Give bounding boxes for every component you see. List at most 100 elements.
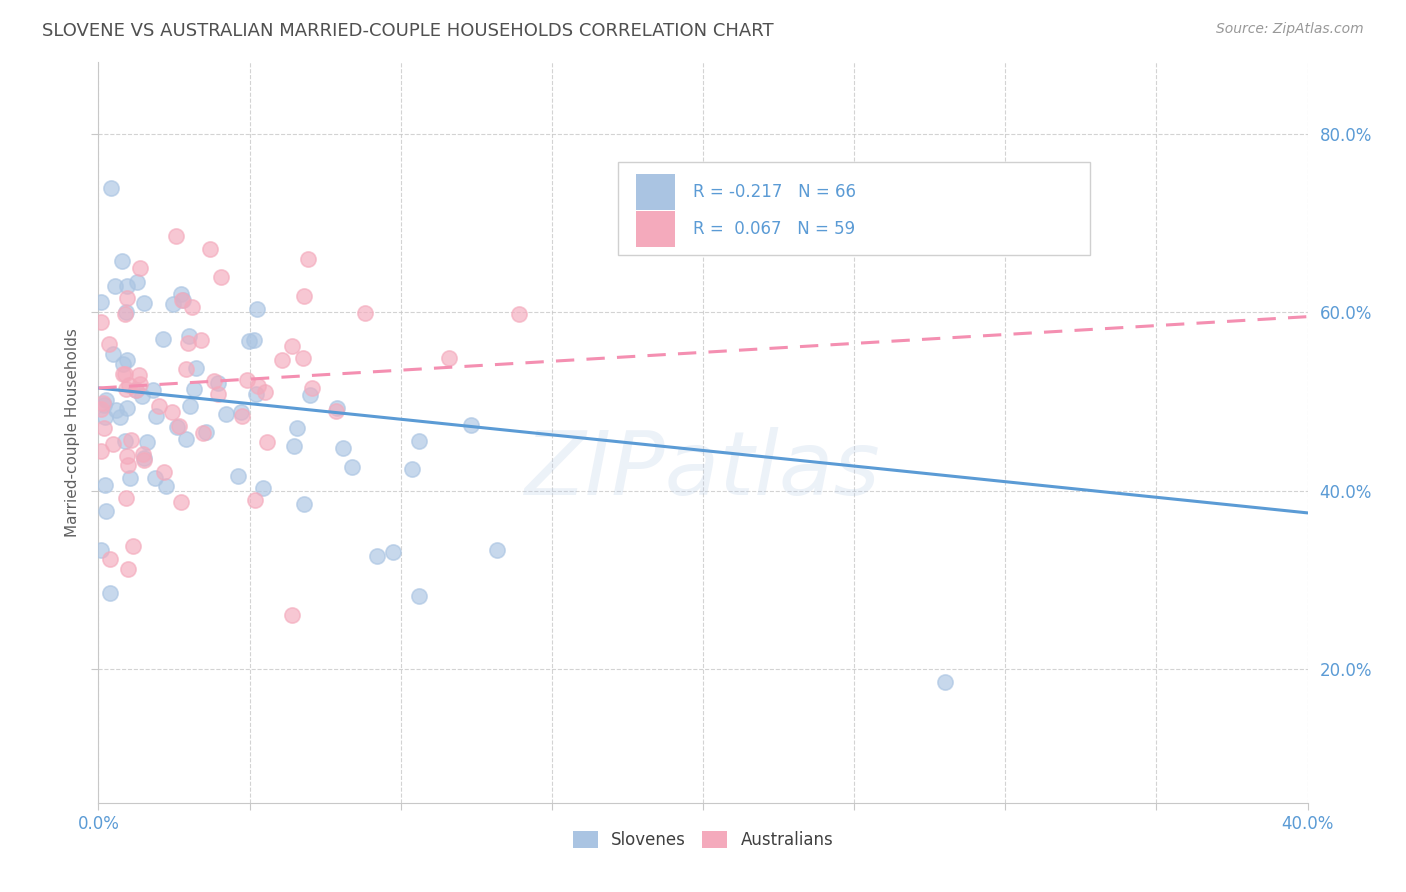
Point [94,409,117,424]
Point [145,471,167,485]
Point [128,368,150,382]
Point [111,254,134,268]
Text: R =  0.067   N = 59: R = 0.067 N = 59 [693,220,855,238]
Point [292,497,315,511]
Point [256,435,278,450]
Point [155,479,177,493]
Point [115,382,138,396]
Point [115,449,138,463]
Point [118,378,141,392]
Legend: Slovenes, Australians: Slovenes, Australians [564,822,842,857]
Point [117,352,139,367]
Point [101,347,124,361]
Point [128,377,150,392]
Point [354,305,377,319]
Point [125,383,148,397]
Point [325,404,347,418]
Point [165,228,187,243]
Point [160,405,183,419]
Point [231,409,253,423]
Point [125,384,148,398]
Point [114,307,136,321]
Point [207,376,229,390]
Text: Source: ZipAtlas.com: Source: ZipAtlas.com [1216,22,1364,37]
Point [167,419,190,434]
Point [117,458,139,472]
Point [101,437,124,451]
Point [183,382,205,396]
Point [508,306,530,320]
Point [229,405,252,419]
Point [184,360,207,375]
Point [117,561,139,575]
Point [172,293,194,308]
Point [112,367,135,381]
Point [177,336,200,351]
Point [115,491,138,505]
Point [194,425,217,440]
Point [93,396,115,410]
FancyBboxPatch shape [637,211,675,247]
Point [142,383,165,397]
Point [301,381,323,395]
Point [93,399,115,413]
Point [180,301,202,315]
Point [134,450,156,465]
Point [271,352,294,367]
Point [114,368,136,382]
Point [100,181,122,195]
Point [145,409,167,424]
Point [209,270,232,285]
Point [401,462,423,476]
Point [131,389,153,403]
Point [172,293,194,307]
Point [408,434,430,448]
Point [280,339,302,353]
Point [108,409,131,424]
Point [332,442,354,456]
Point [238,334,260,349]
Point [215,407,238,421]
Point [460,418,482,433]
Point [115,279,138,293]
Point [190,333,212,347]
Point [326,401,349,415]
Point [198,242,221,256]
Point [117,401,139,415]
Point [93,420,115,434]
Point [254,384,277,399]
Point [134,296,156,310]
Point [148,400,170,414]
Point [132,447,155,461]
Point [98,551,121,566]
Point [94,478,117,492]
Point [235,373,257,387]
Point [366,549,388,564]
Point [202,375,225,389]
Point [111,357,134,371]
Point [153,465,176,479]
Point [104,279,127,293]
Point [340,459,363,474]
Point [207,387,229,401]
Y-axis label: Married-couple Households: Married-couple Households [65,328,80,537]
Point [179,399,201,413]
Point [125,275,148,289]
Point [134,453,156,467]
Point [486,543,509,558]
Point [170,286,193,301]
Point [121,539,143,553]
Point [193,425,215,440]
Point [90,444,112,458]
Point [94,393,117,408]
Point [252,481,274,495]
Point [118,471,141,485]
Point [114,434,136,448]
Point [90,401,112,416]
Point [245,387,267,401]
Point [105,402,128,417]
Point [98,336,121,351]
Text: SLOVENE VS AUSTRALIAN MARRIED-COUPLE HOUSEHOLDS CORRELATION CHART: SLOVENE VS AUSTRALIAN MARRIED-COUPLE HOU… [42,22,773,40]
FancyBboxPatch shape [637,174,675,210]
Point [177,328,200,343]
